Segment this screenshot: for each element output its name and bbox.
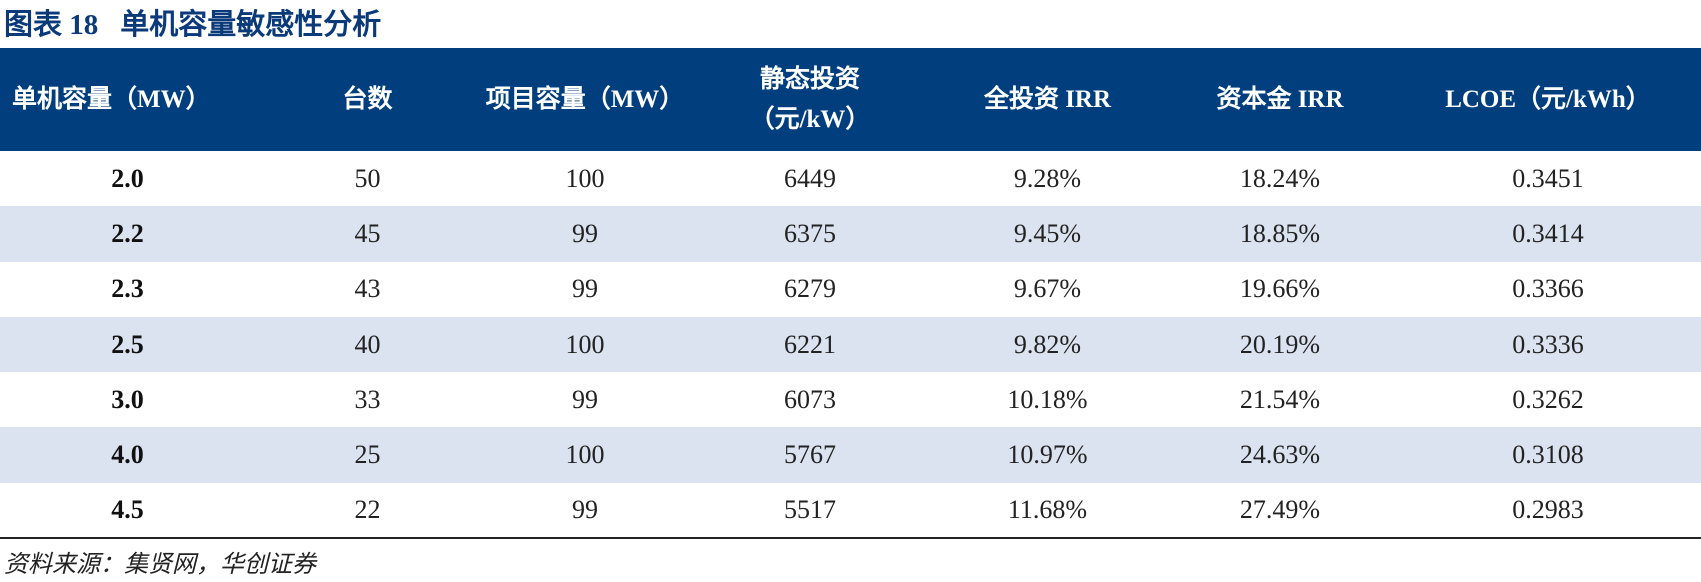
cell-unit-count: 43 bbox=[354, 274, 381, 304]
cell-project-capacity: 99 bbox=[572, 384, 598, 414]
cell-static-investment: 6073 bbox=[784, 384, 836, 414]
cell-static-investment: 6449 bbox=[784, 163, 836, 193]
figure-title: 单机容量敏感性分析 bbox=[120, 9, 382, 41]
cell-project-irr: 11.68% bbox=[930, 482, 1165, 540]
table-row: 2.0 50 100 6449 9.28% 18.24% 0.3451 bbox=[0, 151, 1701, 206]
cell-equity-irr: 27.49% bbox=[1165, 482, 1395, 540]
cell-project-irr: 9.82% bbox=[1013, 329, 1082, 359]
source-note: 资料来源：集贤网，华创证券 bbox=[4, 552, 316, 578]
cell-project-capacity: 100 bbox=[565, 329, 605, 359]
cell-unit-count: 50 bbox=[354, 163, 381, 193]
header-equity-irr: 资本金 IRR bbox=[1216, 85, 1344, 113]
cell-unit-capacity: 2.3 bbox=[111, 274, 144, 304]
cell-lcoe: 0.3451 bbox=[1512, 163, 1584, 193]
header-row: 单机容量（MW） 台数 项目容量（MW） 静态投资（元/kW） 全投资 IRR … bbox=[0, 48, 1701, 151]
figure-number: 图表 18 bbox=[4, 9, 99, 41]
cell-lcoe: 0.3336 bbox=[1512, 329, 1584, 359]
cell-equity-irr: 24.63% bbox=[1239, 440, 1321, 470]
table-row: 2.3 43 99 6279 9.67% 19.66% 0.3366 bbox=[0, 262, 1701, 317]
table-row: 2.5 40 100 6221 9.82% 20.19% 0.3336 bbox=[0, 316, 1701, 373]
sensitivity-table: 单机容量（MW） 台数 项目容量（MW） 静态投资（元/kW） 全投资 IRR … bbox=[0, 48, 1701, 540]
header-project-capacity: 项目容量（MW） bbox=[485, 85, 685, 113]
header-unit-capacity: 单机容量（MW） bbox=[12, 85, 211, 113]
cell-project-irr: 9.45% bbox=[1013, 218, 1082, 248]
header-static-investment: 静态投资（元/kW） bbox=[749, 65, 871, 133]
figure-caption: 图表 18 单机容量敏感性分析 bbox=[4, 6, 381, 44]
cell-unit-count: 25 bbox=[354, 440, 381, 470]
cell-project-capacity: 100 bbox=[565, 440, 605, 470]
cell-static-investment: 6375 bbox=[784, 218, 836, 248]
cell-unit-capacity: 2.2 bbox=[111, 218, 144, 248]
cell-lcoe: 0.3262 bbox=[1512, 384, 1584, 414]
cell-equity-irr: 20.19% bbox=[1239, 329, 1321, 359]
table-header: 单机容量（MW） 台数 项目容量（MW） 静态投资（元/kW） 全投资 IRR … bbox=[0, 48, 1701, 151]
cell-project-irr: 10.97% bbox=[1007, 440, 1088, 470]
table-row: 2.2 45 99 6375 9.45% 18.85% 0.3414 bbox=[0, 206, 1701, 262]
cell-lcoe: 0.2983 bbox=[1395, 482, 1701, 540]
cell-project-irr: 9.28% bbox=[1013, 163, 1082, 193]
table-row: 3.0 33 99 6073 10.18% 21.54% 0.3262 bbox=[0, 372, 1701, 427]
cell-unit-capacity: 4.5 bbox=[0, 482, 255, 540]
header-lcoe: LCOE（元/kWh） bbox=[1445, 85, 1651, 113]
cell-equity-irr: 19.66% bbox=[1239, 274, 1321, 304]
cell-project-capacity: 99 bbox=[572, 218, 598, 248]
cell-static-investment: 5767 bbox=[784, 440, 836, 470]
cell-equity-irr: 18.85% bbox=[1239, 218, 1321, 248]
cell-static-investment: 5517 bbox=[690, 482, 930, 540]
cell-lcoe: 0.3108 bbox=[1512, 440, 1584, 470]
cell-equity-irr: 18.24% bbox=[1239, 163, 1321, 193]
cell-unit-capacity: 2.5 bbox=[111, 329, 144, 359]
cell-unit-capacity: 4.0 bbox=[111, 440, 144, 470]
cell-project-capacity: 99 bbox=[572, 274, 598, 304]
cell-project-capacity: 100 bbox=[565, 163, 605, 193]
cell-lcoe: 0.3414 bbox=[1512, 218, 1584, 248]
cell-static-investment: 6279 bbox=[784, 274, 836, 304]
cell-unit-count: 45 bbox=[354, 218, 381, 248]
cell-lcoe: 0.3366 bbox=[1512, 274, 1584, 304]
table-row: 4.5 22 99 5517 11.68% 27.49% 0.2983 bbox=[0, 482, 1701, 540]
table-row: 4.0 25 100 5767 10.97% 24.63% 0.3108 bbox=[0, 427, 1701, 483]
cell-project-irr: 9.67% bbox=[1013, 274, 1082, 304]
cell-unit-capacity: 3.0 bbox=[111, 384, 144, 414]
cell-equity-irr: 21.54% bbox=[1239, 384, 1321, 414]
header-project-irr: 全投资 IRR bbox=[983, 85, 1112, 113]
cell-project-irr: 10.18% bbox=[1007, 384, 1088, 414]
cell-unit-count: 40 bbox=[354, 329, 381, 359]
cell-unit-count: 22 bbox=[255, 482, 480, 540]
cell-unit-count: 33 bbox=[354, 384, 381, 414]
cell-project-capacity: 99 bbox=[480, 482, 690, 540]
header-unit-count: 台数 bbox=[342, 85, 393, 113]
table-body: 2.0 50 100 6449 9.28% 18.24% 0.3451 2.2 45 99 6375… bbox=[0, 151, 1701, 540]
cell-static-investment: 6221 bbox=[784, 329, 836, 359]
cell-unit-capacity: 2.0 bbox=[111, 163, 144, 193]
